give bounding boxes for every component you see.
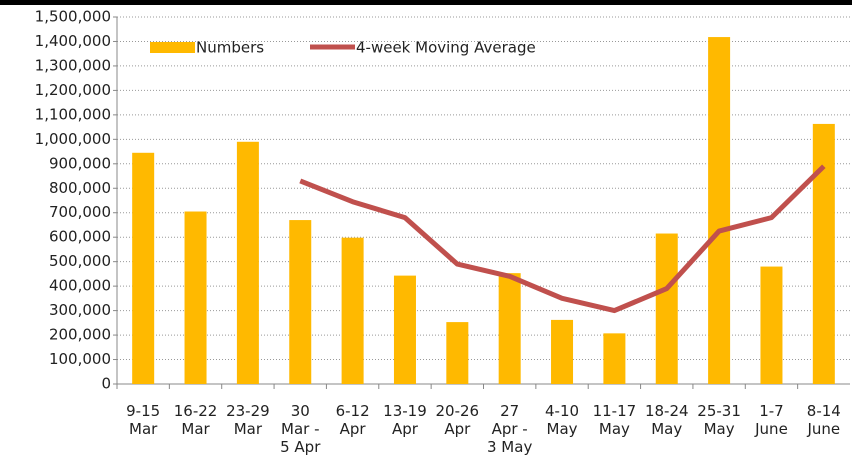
x-tick-line: 4-10: [545, 402, 579, 420]
y-tick-label: 0: [101, 375, 111, 393]
bar: [446, 322, 469, 384]
x-tick-line: May: [547, 420, 578, 438]
x-tick-line: Mar: [234, 420, 263, 438]
bar: [289, 220, 312, 384]
x-tick-line: 18-24: [645, 402, 689, 420]
y-tick-label: 1,000,000: [35, 130, 111, 148]
x-tick-label: 20-26 Apr: [436, 402, 480, 438]
bar: [551, 319, 574, 384]
x-tick-line: Apr: [340, 420, 367, 438]
y-tick-label: 400,000: [49, 277, 111, 295]
x-tick-line: May: [651, 420, 682, 438]
bar: [341, 237, 364, 384]
x-tick-label: 25-31 May: [697, 402, 741, 438]
y-tick-label: 700,000: [49, 203, 111, 221]
x-tick-line: Apr: [444, 420, 471, 438]
x-tick-label: 30 Mar -5 Apr: [280, 402, 321, 456]
x-tick-line: May: [599, 420, 630, 438]
x-tick-line: 27: [500, 402, 519, 420]
y-tick-label: 300,000: [49, 301, 111, 319]
line: [299, 164, 826, 314]
x-tick-line: 23-29: [226, 402, 270, 420]
x-tick-line: Mar: [181, 420, 210, 438]
x-tick-line: 13-19: [383, 402, 427, 420]
y-tick-label: 1,100,000: [35, 105, 111, 123]
bar: [603, 333, 626, 384]
y-tick-label: 900,000: [49, 154, 111, 172]
x-tick-label: 9-15 Mar: [126, 402, 160, 438]
bar: [655, 233, 678, 384]
bar: [760, 266, 783, 384]
y-tick-label: 1,500,000: [35, 8, 111, 26]
x-tick-line: Mar: [129, 420, 158, 438]
y-tick-label: 1,200,000: [35, 81, 111, 99]
x-tick-line: Apr -: [492, 420, 528, 438]
x-tick-line: 5 Apr: [280, 438, 321, 456]
x-tick-line: Apr: [392, 420, 419, 438]
bar: [132, 152, 155, 384]
legend-swatch: [150, 42, 195, 53]
bar: [498, 273, 521, 384]
x-tick-line: 9-15: [126, 402, 160, 420]
y-tick-label: 100,000: [49, 350, 111, 368]
bar: [236, 141, 259, 384]
x-tick-line: 20-26: [436, 402, 480, 420]
legend-label: 4-week Moving Average: [356, 39, 536, 57]
y-tick-label: 1,300,000: [35, 56, 111, 74]
y-tick-label: 600,000: [49, 228, 111, 246]
x-tick-label: 8-14 June: [806, 402, 840, 438]
x-tick-line: June: [806, 420, 840, 438]
x-tick-label: 16-22 Mar: [174, 402, 218, 438]
y-tick-label: 500,000: [49, 252, 111, 270]
y-tick-label: 800,000: [49, 179, 111, 197]
bar: [184, 211, 207, 384]
y-tick-label: 1,400,000: [35, 32, 111, 50]
top-bar: [0, 0, 852, 5]
x-tick-label: 6-12 Apr: [336, 402, 370, 438]
x-tick-label: 27 Apr -3 May: [487, 402, 532, 456]
x-tick-line: 16-22: [174, 402, 218, 420]
x-tick-line: 30: [291, 402, 310, 420]
x-tick-line: 25-31: [697, 402, 741, 420]
x-tick-line: 3 May: [487, 438, 532, 456]
legend-label: Numbers: [196, 39, 264, 57]
x-tick-line: 1-7: [759, 402, 784, 420]
x-tick-label: 4-10 May: [545, 402, 579, 438]
bar: [393, 275, 416, 384]
x-tick-label: 13-19 Apr: [383, 402, 427, 438]
x-tick-line: Mar -: [281, 420, 319, 438]
x-tick-label: 11-17 May: [593, 402, 637, 438]
x-tick-line: 6-12: [336, 402, 370, 420]
x-tick-line: May: [704, 420, 735, 438]
x-tick-label: 1-7 June: [754, 402, 788, 438]
x-tick-line: 8-14: [807, 402, 841, 420]
bar: [708, 37, 731, 384]
y-tick-label: 200,000: [49, 326, 111, 344]
x-tick-line: June: [754, 420, 788, 438]
x-tick-label: 23-29 Mar: [226, 402, 270, 438]
x-tick-line: 11-17: [593, 402, 637, 420]
bar: [812, 123, 835, 384]
x-tick-label: 18-24 May: [645, 402, 689, 438]
